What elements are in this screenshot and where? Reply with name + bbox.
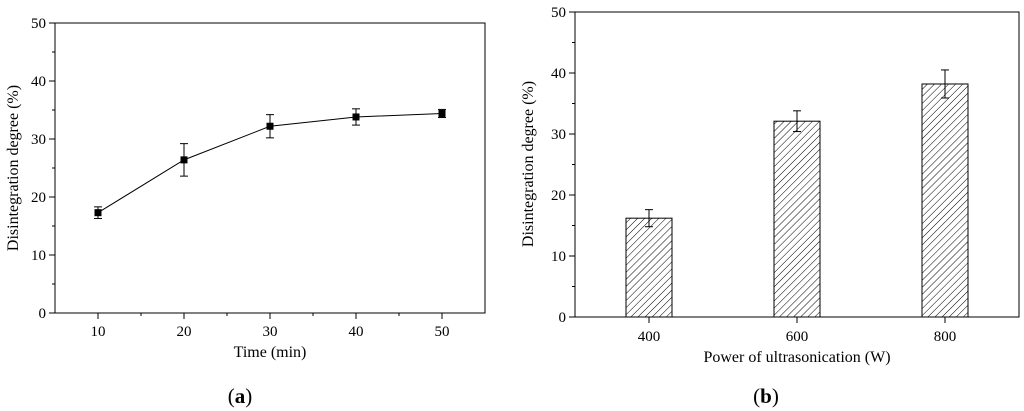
panel-label-a-letter: a [235, 384, 246, 408]
data-point [438, 109, 446, 117]
x-tick-label-a: 20 [177, 324, 192, 340]
y-tick-label-a: 10 [31, 248, 46, 264]
data-point [266, 122, 274, 130]
y-tick-label-b: 30 [551, 127, 566, 143]
y-tick-label-a: 40 [31, 74, 46, 90]
y-tick-label-a: 20 [31, 190, 46, 206]
bar [773, 120, 821, 318]
y-tick-label-b: 0 [559, 310, 567, 326]
marks-a [94, 108, 446, 219]
bar [921, 83, 969, 318]
panel-label-b-close: ) [772, 384, 779, 408]
y-tick-label-b: 40 [551, 66, 566, 82]
panel-label-a: (a) [228, 384, 253, 408]
axes-b: 0 10 20 30 40 50 400 600 800 [551, 5, 956, 345]
data-point [180, 156, 188, 164]
panel-label-b-letter: b [760, 384, 772, 408]
x-axis-title-b: Power of ultrasonication (W) [703, 349, 890, 366]
panel-label-b: (b) [753, 384, 779, 408]
panel-label-a-close: ) [245, 384, 252, 408]
marks-b [625, 69, 969, 318]
x-tick-label-b: 400 [638, 329, 661, 345]
y-tick-label-a: 30 [31, 132, 46, 148]
y-tick-label-b: 50 [551, 5, 566, 21]
chart-a: 0 10 20 30 40 50 10 20 30 40 50 Time (min) Disinte… [5, 16, 486, 408]
x-tick-label-b: 800 [934, 329, 957, 345]
x-tick-label-a: 40 [349, 324, 364, 340]
y-tick-label-a: 50 [31, 16, 46, 32]
x-tick-label-a: 10 [91, 324, 106, 340]
y-tick-label-b: 10 [551, 249, 566, 265]
x-tick-label-a: 50 [435, 324, 450, 340]
plot-frame-a [54, 22, 486, 314]
x-tick-label-a: 30 [263, 324, 278, 340]
axes-a: 0 10 20 30 40 50 10 20 30 40 50 [31, 16, 450, 340]
y-tick-label-b: 20 [551, 188, 566, 204]
x-axis-title-a: Time (min) [234, 344, 307, 361]
y-tick-label-a: 0 [39, 306, 47, 322]
data-point [94, 209, 102, 217]
panel-label-a-open: ( [228, 384, 235, 408]
y-axis-title-b: Disintegration degree (%) [520, 81, 537, 247]
chart-b: 0 10 20 30 40 50 400 600 800 Power of ultrasonic… [520, 5, 1020, 408]
x-tick-label-b: 600 [786, 329, 809, 345]
y-axis-title-a: Disintegration degree (%) [5, 85, 22, 251]
panel-label-b-open: ( [753, 384, 760, 408]
bar [625, 217, 673, 318]
data-point [352, 113, 360, 121]
